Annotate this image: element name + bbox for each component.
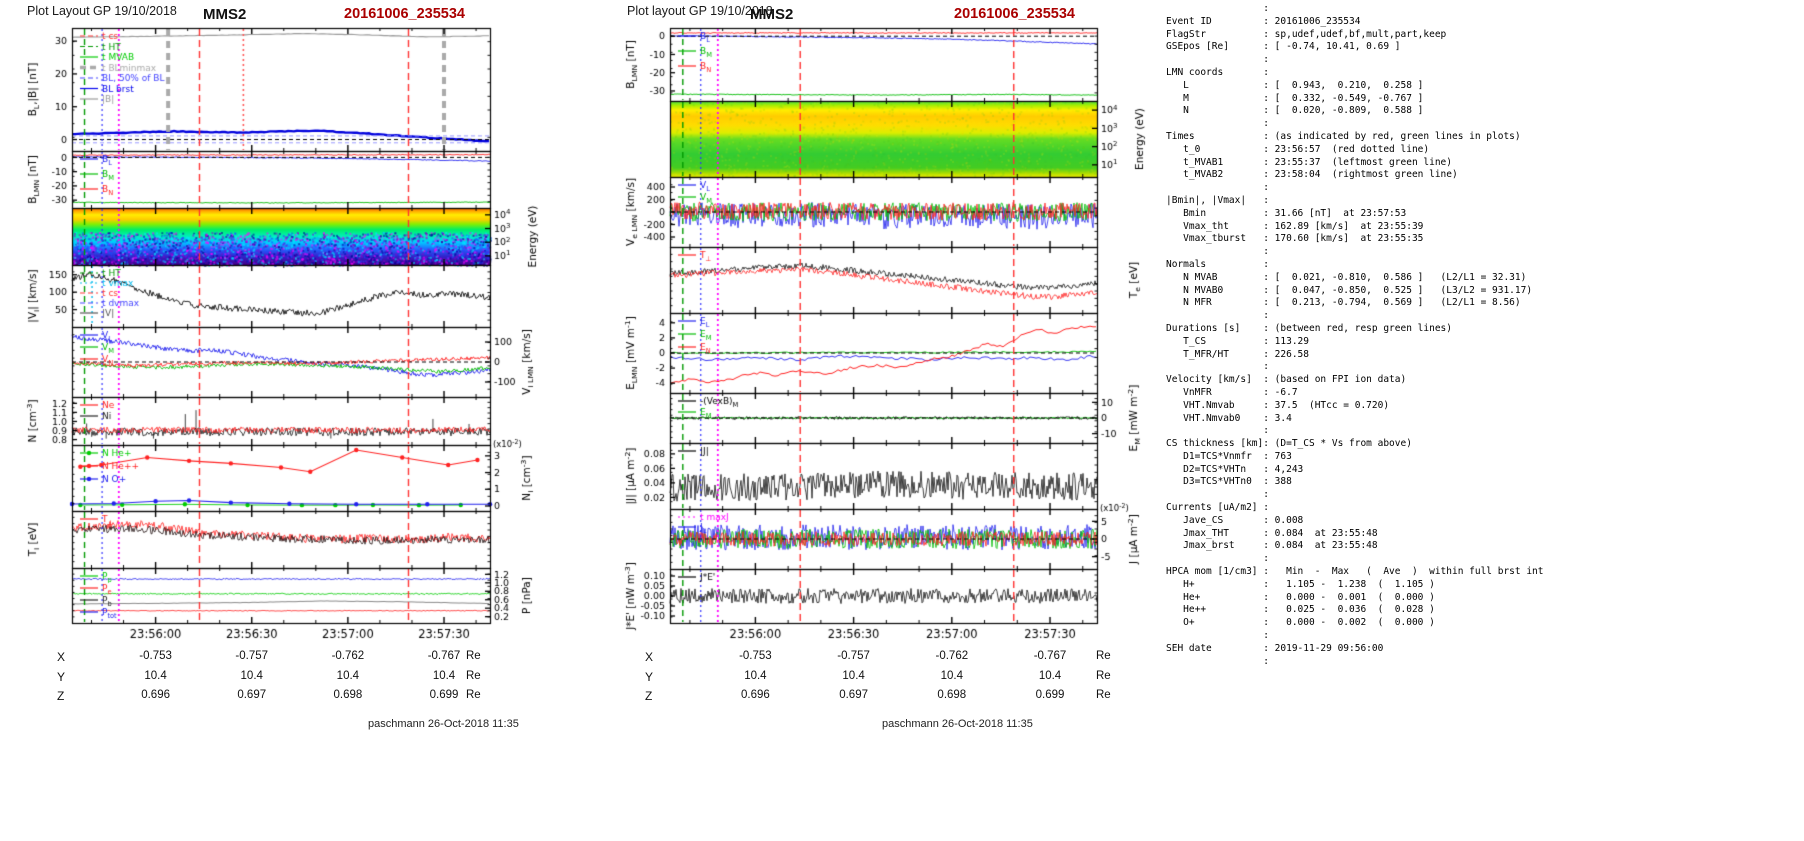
left-figure-plots <box>0 22 550 644</box>
middle-ephemeris-unit: Re <box>1096 689 1111 701</box>
left-spacecraft-label: MMS2 <box>203 6 247 23</box>
left-ephemeris-row-label-Z: Z <box>57 689 65 703</box>
middle-ephemeris-row-label-Y: Y <box>645 670 654 684</box>
left-ephemeris-row-label-X: X <box>57 650 66 664</box>
middle-ephemeris-value: 0.697 <box>839 689 868 701</box>
left-ephemeris-value: 0.698 <box>333 689 363 701</box>
left-ephemeris-value: 10.4 <box>144 670 167 682</box>
middle-plot-layout-label: Plot layout GP 19/10/2018 <box>627 4 773 18</box>
left-ephemeris-value: 0.697 <box>237 689 267 701</box>
middle-ephemeris-value: 10.4 <box>744 670 767 682</box>
middle-ephemeris-value: 10.4 <box>842 670 865 682</box>
middle-spacecraft-label: MMS2 <box>750 6 794 23</box>
middle-ephemeris-unit: Re <box>1096 670 1111 682</box>
middle-ephemeris-value: -0.767 <box>1033 650 1067 662</box>
left-ephemeris-value: 0.696 <box>141 689 170 701</box>
left-ephemeris-value: -0.762 <box>331 650 365 662</box>
left-credit-footer: paschmann 26-Oct-2018 11:35 <box>368 718 519 730</box>
left-ephemeris-unit: Re <box>466 650 481 662</box>
middle-ephemeris-unit: Re <box>1096 650 1111 662</box>
left-plot-layout-label: Plot Layout GP 19/10/2018 <box>27 4 177 18</box>
left-event-id-label: 20161006_235534 <box>344 6 465 22</box>
middle-ephemeris-value: -0.753 <box>739 650 772 662</box>
middle-figure-plots <box>555 22 1165 644</box>
middle-ephemeris-row-label-Z: Z <box>645 689 653 703</box>
left-ephemeris-value: -0.767 <box>427 650 461 662</box>
left-ephemeris-unit: Re <box>466 689 481 701</box>
left-ephemeris-value: -0.753 <box>139 650 172 662</box>
info-panel-text: : Event ID : 20161006_235534 FlagStr : s… <box>1166 3 1544 667</box>
left-ephemeris-unit: Re <box>466 670 481 682</box>
left-ephemeris-value: -0.757 <box>235 650 269 662</box>
middle-ephemeris-value: 10.4 <box>1038 670 1062 682</box>
middle-ephemeris-value: 0.698 <box>937 689 967 701</box>
middle-ephemeris-value: -0.762 <box>935 650 969 662</box>
middle-ephemeris-value: 0.696 <box>741 689 770 701</box>
middle-ephemeris-value: -0.757 <box>837 650 870 662</box>
left-ephemeris-row-label-Y: Y <box>57 670 66 684</box>
middle-event-id-label: 20161006_235534 <box>954 6 1075 22</box>
left-ephemeris-value: 10.4 <box>432 670 456 682</box>
middle-ephemeris-value: 0.699 <box>1035 689 1065 701</box>
middle-ephemeris-row-label-X: X <box>645 650 654 664</box>
left-ephemeris-value: 10.4 <box>240 670 263 682</box>
left-ephemeris-value: 10.4 <box>336 670 360 682</box>
middle-ephemeris-value: 10.4 <box>940 670 963 682</box>
left-ephemeris-value: 0.699 <box>429 689 459 701</box>
middle-credit-footer: paschmann 26-Oct-2018 11:35 <box>882 718 1033 730</box>
